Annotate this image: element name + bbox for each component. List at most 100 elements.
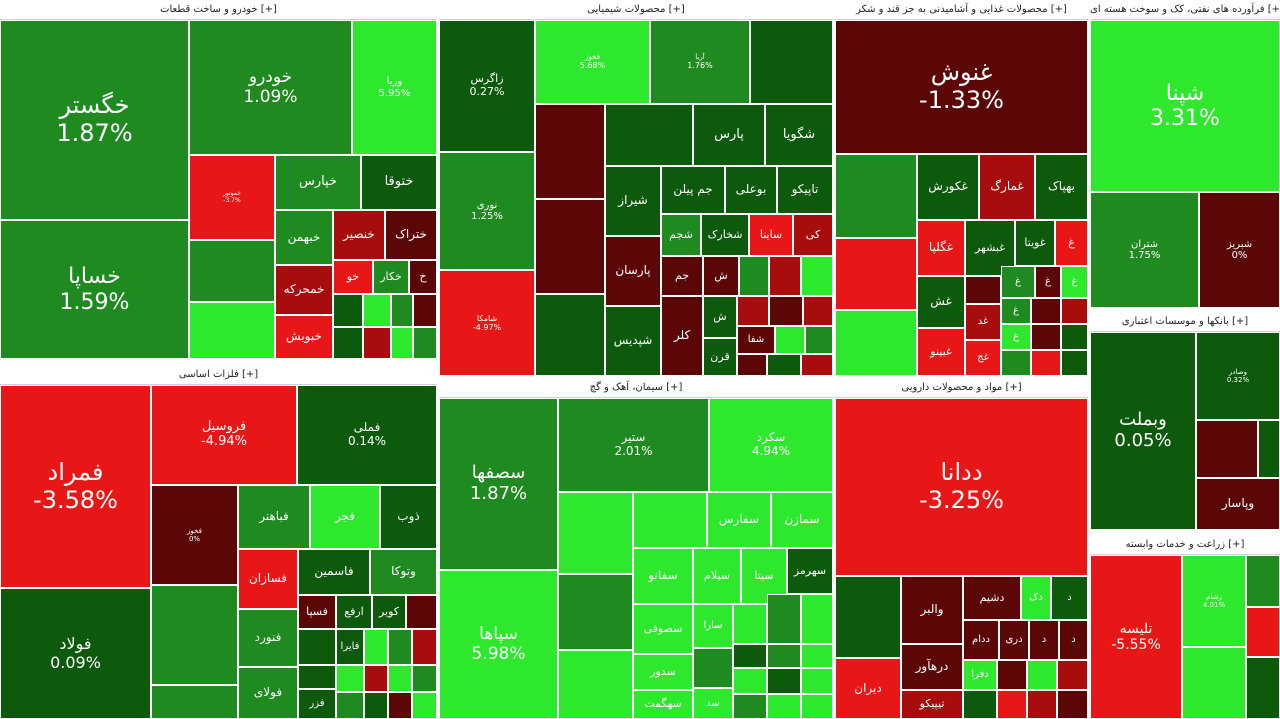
stock-tile[interactable] [835,154,917,238]
stock-tile[interactable] [336,692,364,719]
stock-tile[interactable]: شفا [737,326,775,354]
stock-tile[interactable] [1258,420,1280,478]
stock-tile[interactable]: پارسان [605,236,661,306]
stock-tile[interactable]: سهرمز [787,548,833,594]
stock-tile[interactable]: غ [1001,266,1035,298]
stock-tile[interactable]: خگستر 1.87% [0,20,189,220]
stock-tile[interactable]: خ [409,260,437,294]
stock-tile[interactable]: غ [1061,266,1088,298]
stock-tile[interactable] [1061,324,1088,350]
stock-tile[interactable]: فمراد -3.58% [0,385,151,588]
stock-tile[interactable]: تیپیکو [901,690,963,719]
stock-tile[interactable]: فخوز 0% [151,485,238,585]
stock-tile[interactable] [1057,690,1088,719]
stock-tile[interactable]: سکرد 4.94% [709,398,833,492]
stock-tile[interactable]: شگویا [765,104,833,166]
stock-tile[interactable]: شپدیس [605,306,661,376]
stock-tile[interactable]: غویتا [1015,220,1055,266]
stock-tile[interactable] [801,668,833,694]
sector-title[interactable]: محصولات شیمیایی [+] [439,0,833,20]
stock-tile[interactable] [388,692,412,719]
stock-tile[interactable]: شیراز [605,166,661,236]
stock-tile[interactable] [535,104,605,199]
stock-tile[interactable]: وبملت 0.05% [1090,332,1196,530]
stock-tile[interactable]: د [1051,576,1088,620]
sector-title[interactable]: سیمان، آهک و گچ [+] [439,378,833,398]
stock-tile[interactable] [775,326,805,354]
stock-tile[interactable] [189,302,275,359]
stock-tile[interactable]: خبویش [275,315,333,359]
stock-tile[interactable]: فجر [310,485,380,549]
stock-tile[interactable]: زشام 4.01% [1182,555,1246,647]
stock-tile[interactable] [391,294,413,327]
stock-tile[interactable]: ددام [963,620,999,660]
stock-tile[interactable] [801,594,833,644]
stock-tile[interactable]: خنصیر [333,210,385,260]
stock-tile[interactable]: ساینا [749,214,793,256]
stock-tile[interactable] [801,354,833,376]
stock-tile[interactable] [1196,420,1258,478]
stock-tile[interactable] [767,644,801,668]
stock-tile[interactable]: وریا 5.95% [352,20,437,155]
stock-tile[interactable]: سصوفی [633,604,693,654]
stock-tile[interactable]: فاسمین [298,549,370,595]
stock-tile[interactable]: خودرو 1.09% [189,20,352,155]
stock-tile[interactable] [739,256,769,296]
stock-tile[interactable] [535,294,605,376]
stock-tile[interactable]: سارا [693,604,733,648]
stock-tile[interactable]: دشیم [963,576,1021,620]
stock-tile[interactable]: کی [793,214,833,256]
sector-title[interactable]: زراعت و خدمات وابسته [+] [1090,535,1280,555]
stock-tile[interactable] [1057,660,1088,690]
stock-tile[interactable]: وصادر 0.32% [1196,332,1280,420]
stock-tile[interactable]: خو [333,260,373,294]
stock-tile[interactable]: قرن [703,338,737,376]
stock-tile[interactable] [333,327,363,359]
stock-tile[interactable] [1027,690,1057,719]
stock-tile[interactable]: غبینو [917,328,965,376]
stock-tile[interactable]: غج [965,340,1001,376]
stock-tile[interactable]: والبر [901,576,963,644]
stock-tile[interactable] [1246,607,1280,657]
stock-tile[interactable]: خساپا 1.59% [0,220,189,359]
stock-tile[interactable]: سفانو [633,548,693,604]
stock-tile[interactable]: نوری 1.25% [439,152,535,270]
stock-tile[interactable] [1246,657,1280,719]
stock-tile[interactable]: فملی 0.14% [297,385,437,485]
stock-tile[interactable] [333,294,363,327]
stock-tile[interactable] [1061,298,1088,324]
stock-tile[interactable]: فخوز 5.68% [535,20,650,104]
stock-tile[interactable]: درهآور [901,644,963,690]
stock-tile[interactable] [767,694,801,719]
stock-tile[interactable]: فباهنر [238,485,310,549]
stock-tile[interactable] [997,660,1027,690]
stock-tile[interactable] [733,668,767,694]
sector-title[interactable]: خودرو و ساخت قطعات [+] [0,0,437,20]
stock-tile[interactable]: فنورد [238,609,298,667]
stock-tile[interactable] [835,310,917,376]
stock-tile[interactable]: خموتور -3.7% [189,155,275,240]
stock-tile[interactable] [363,327,391,359]
stock-tile[interactable]: فولاد 0.09% [0,588,151,719]
stock-tile[interactable] [733,644,767,668]
stock-tile[interactable] [558,492,633,574]
stock-tile[interactable] [298,629,336,665]
stock-tile[interactable]: خپارس [275,155,361,210]
stock-tile[interactable]: سد [693,688,733,719]
stock-tile[interactable]: غ [1001,298,1031,324]
stock-tile[interactable]: شامکا -4.97% [439,270,535,376]
stock-tile[interactable]: ش [703,296,737,338]
stock-tile[interactable]: سیلام [693,548,741,604]
stock-tile[interactable] [997,690,1027,719]
stock-tile[interactable]: غ [1001,324,1031,350]
stock-tile[interactable]: ش [703,256,739,296]
stock-tile[interactable] [693,648,733,688]
stock-tile[interactable]: فزر [298,689,336,719]
stock-tile[interactable]: د [1029,620,1059,660]
stock-tile[interactable] [298,665,336,689]
stock-tile[interactable]: فسپا [298,595,336,629]
stock-tile[interactable] [769,256,801,296]
stock-tile[interactable] [413,327,437,359]
stock-tile[interactable]: دیران [835,658,901,719]
stock-tile[interactable]: تلیسه -5.55% [1090,555,1182,719]
